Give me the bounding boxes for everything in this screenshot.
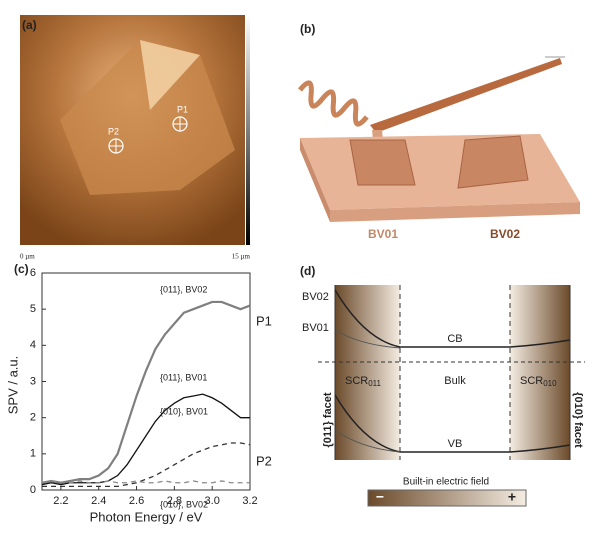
cb-line <box>334 289 571 348</box>
panel-c: (c) Photon Energy / eV SPV / a.u. 0 1 2 3 4 5… <box>5 262 271 524</box>
y-tick-label: 3 <box>30 375 36 387</box>
y-tick-label: 4 <box>30 339 36 351</box>
field-label: Built-in electric field <box>403 477 489 488</box>
x-tick-label: 2.8 <box>167 495 182 507</box>
field-bar <box>367 489 527 507</box>
substrate-side <box>330 202 580 222</box>
region-label: Bulk <box>444 375 466 387</box>
y-tick-label: 2 <box>30 412 36 424</box>
series-label: {011}, BV01 <box>160 372 207 382</box>
region-text: SCR <box>520 375 543 387</box>
crystal-bv01 <box>349 139 416 186</box>
y-tick-label: 1 <box>30 448 36 460</box>
vb-line <box>334 429 401 453</box>
panel-label: (c) <box>14 262 29 276</box>
y-tick-label: 6 <box>30 267 36 279</box>
point-label: P1 <box>177 104 188 114</box>
region-text: SCR <box>345 375 368 387</box>
series-label: {010}, BV02 <box>160 499 208 509</box>
field-sign: + <box>508 489 516 505</box>
facet-label: {011} facet <box>322 392 334 447</box>
y-tick-label: 5 <box>30 303 36 315</box>
crystal-label: BV01 <box>368 227 398 241</box>
x-tick-label: 3.0 <box>205 495 220 507</box>
scale-label: 0 µm <box>20 253 35 261</box>
panel-b: (b) BV01 BV02 <box>298 22 580 241</box>
crystal-face <box>60 40 235 195</box>
panel-d: (d) BV02 BV01 CB Bulk VB SCR011 SCR010 {… <box>300 264 585 507</box>
light-wave <box>298 80 369 127</box>
curve-label: BV02 <box>302 291 329 303</box>
series-line <box>41 480 250 484</box>
y-tick-label: 0 <box>30 484 36 496</box>
curve-label: BV01 <box>302 322 329 334</box>
region-label: SCR010 <box>520 375 557 388</box>
plot-frame <box>41 272 251 491</box>
scr-band <box>335 285 400 460</box>
series-line <box>42 442 251 488</box>
cb-line <box>334 329 401 349</box>
substrate-top <box>300 134 580 210</box>
band-label: CB <box>447 333 462 345</box>
substrate-edge <box>300 138 330 222</box>
crystal-ridge <box>140 40 200 110</box>
panel-label: (a) <box>22 18 37 32</box>
series-label: {011}, BV02 <box>160 284 207 294</box>
field-sign: − <box>376 489 384 505</box>
marker <box>173 117 187 131</box>
facet-label: {010} facet <box>572 392 584 448</box>
x-tick-label: 2.6 <box>129 495 144 507</box>
scale-label: 15 µm <box>232 253 251 261</box>
series-line <box>41 393 250 486</box>
annotation: P2 <box>256 453 272 468</box>
marker <box>109 139 123 153</box>
panel-label: (b) <box>300 22 315 36</box>
band-label: VB <box>448 438 463 450</box>
series-line <box>41 300 251 484</box>
annotation: P1 <box>256 313 272 328</box>
panel-a: (a) P1 P2 0 µm 15 µm <box>20 15 251 261</box>
x-axis-label: Photon Energy / eV <box>90 509 203 524</box>
region-label: SCR011 <box>345 375 382 388</box>
region-sub: 010 <box>543 379 557 388</box>
scr-band <box>510 285 570 460</box>
point-label: P2 <box>108 126 119 136</box>
x-tick-label: 2.4 <box>91 495 106 507</box>
cantilever <box>370 58 562 133</box>
series-label: {010}, BV01 <box>160 406 208 416</box>
region-sub: 011 <box>368 379 381 388</box>
panel-label: (d) <box>300 264 315 278</box>
crystal-bv02 <box>457 135 529 189</box>
y-axis-label: SPV / a.u. <box>5 356 20 415</box>
x-tick-label: 2.2 <box>53 495 68 507</box>
colorbar <box>246 15 250 245</box>
x-tick-label: 3.2 <box>242 495 257 507</box>
crystal-label: BV02 <box>490 227 520 241</box>
